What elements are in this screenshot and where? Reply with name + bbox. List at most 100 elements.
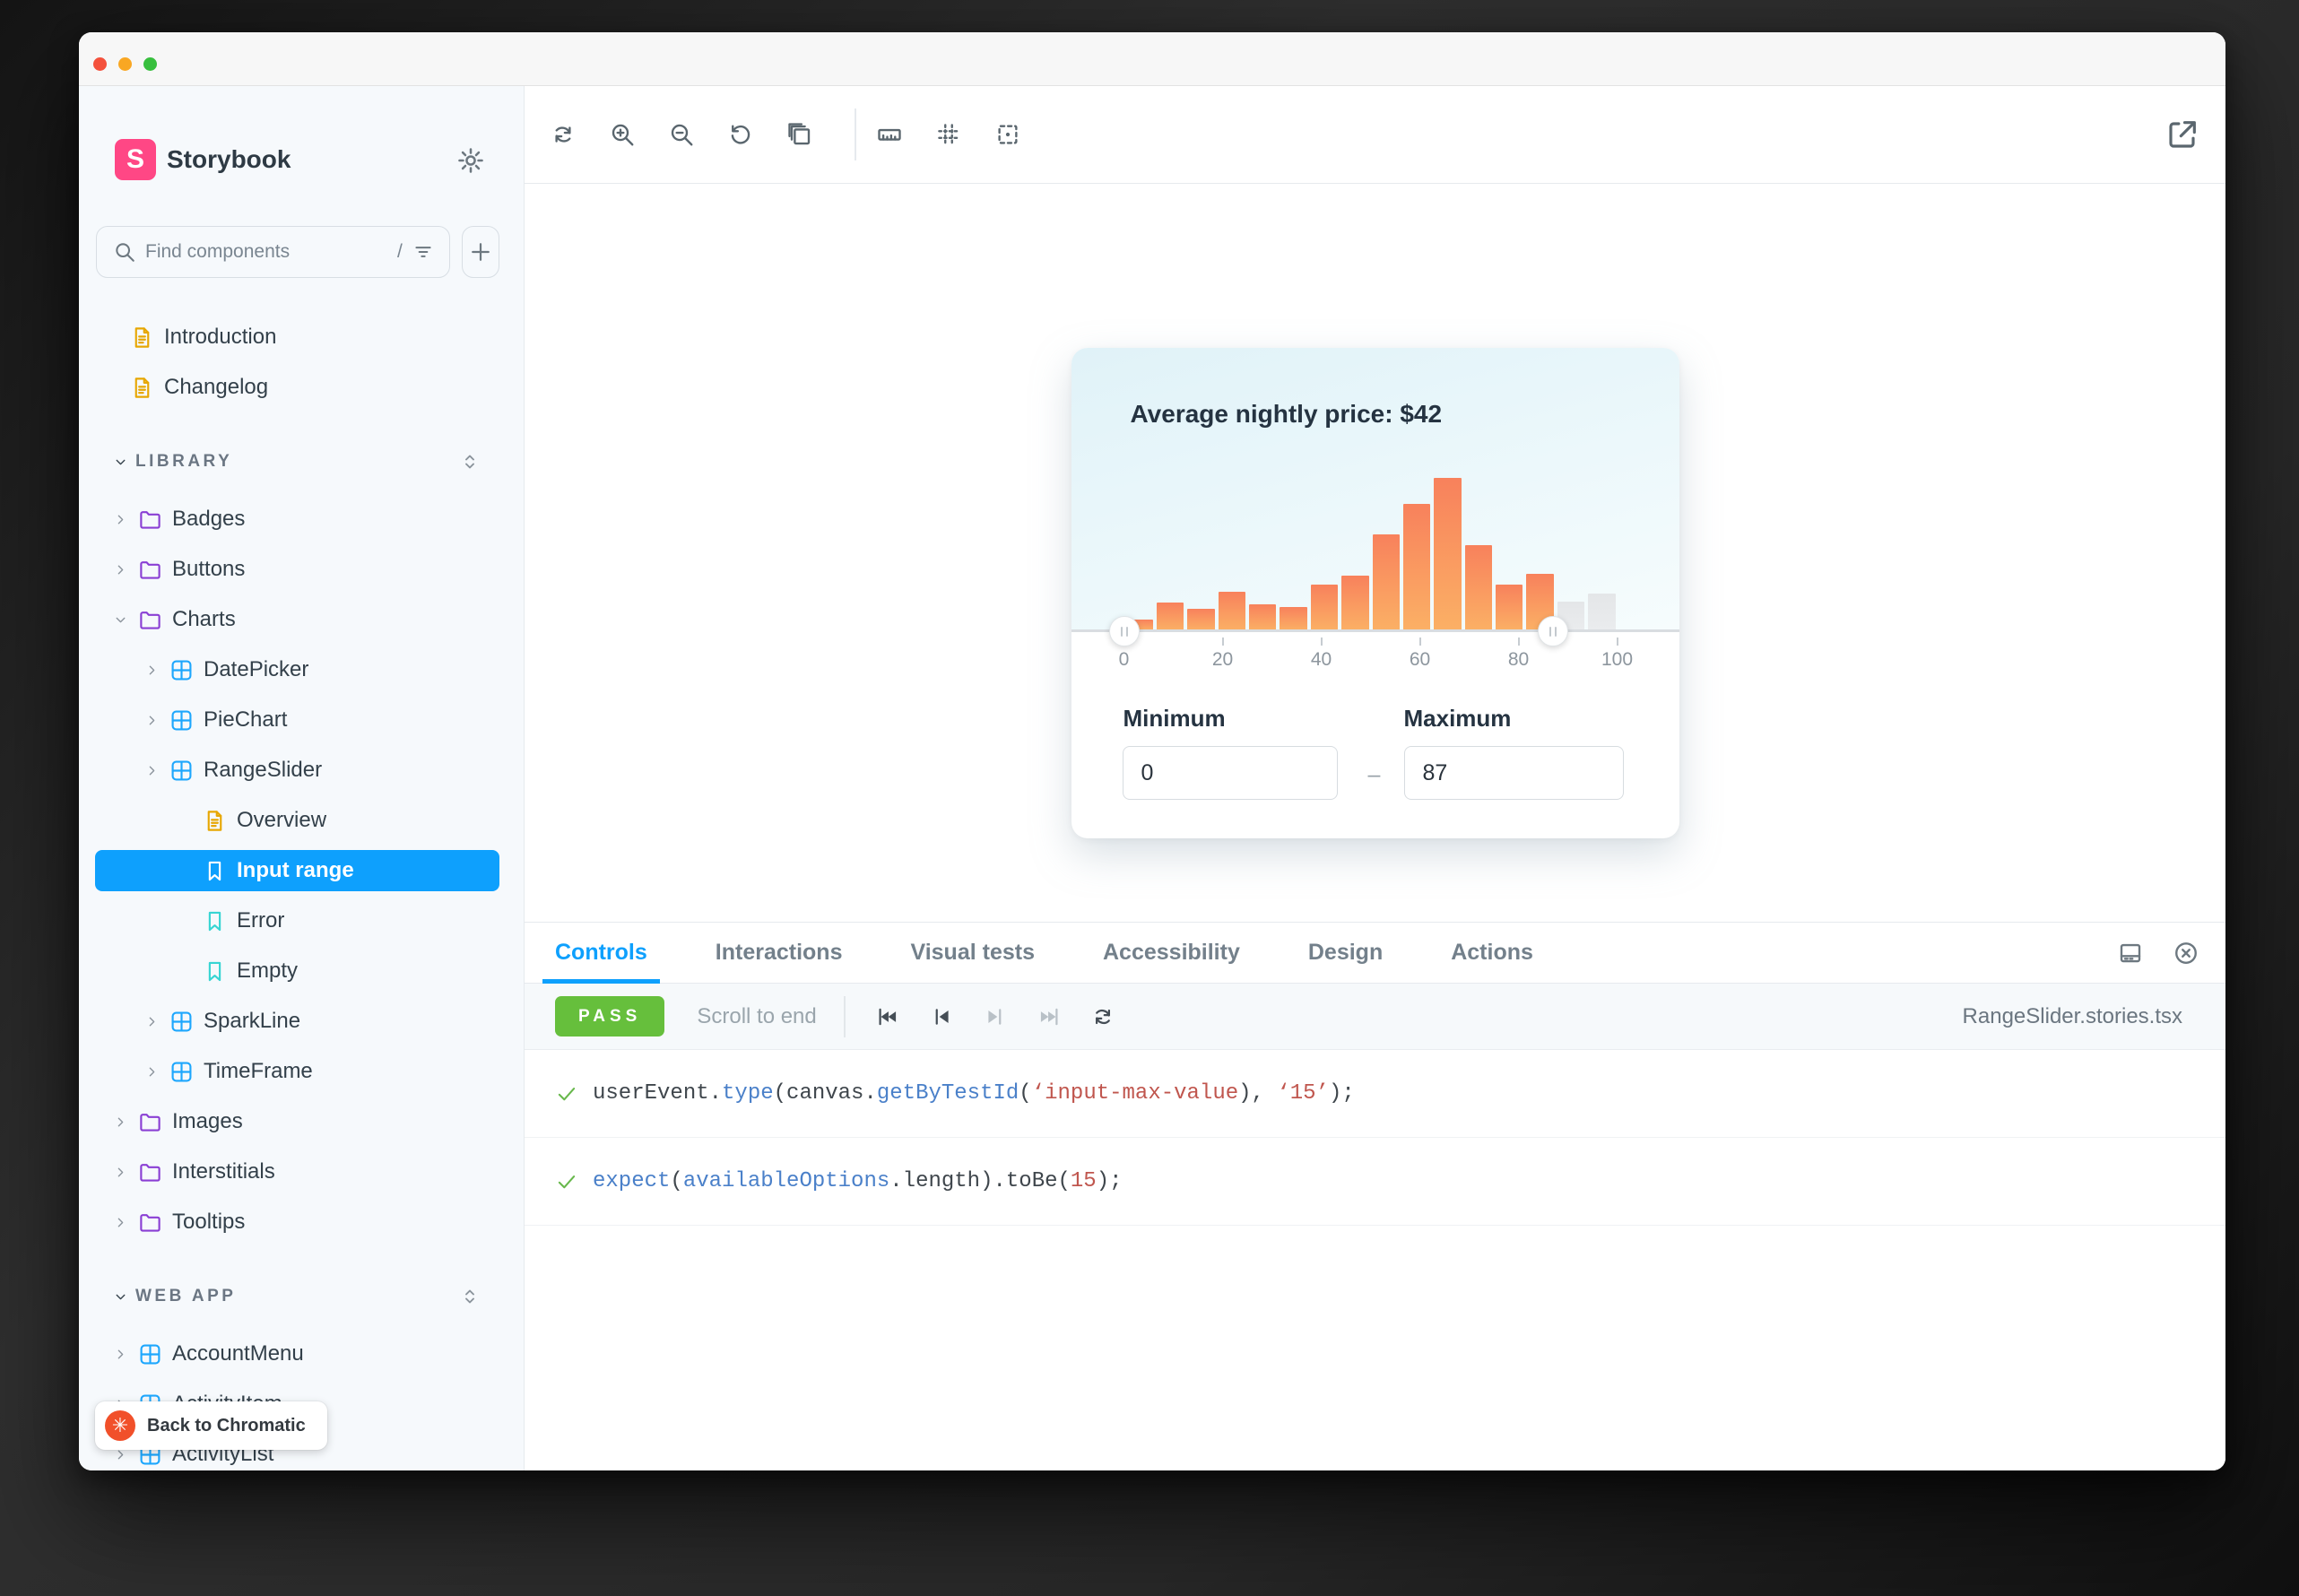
skip-end-icon: [1030, 998, 1068, 1036]
check-icon: [555, 1170, 578, 1193]
close-window-button[interactable]: [93, 57, 107, 71]
search-shortcut-hint: /: [397, 241, 403, 262]
bookmark-icon: [203, 959, 227, 984]
settings-gear-icon[interactable]: [456, 146, 485, 175]
axis-tick: [1418, 638, 1421, 646]
sidebar-item-input-range[interactable]: Input range: [95, 850, 499, 891]
ruler-icon[interactable]: [872, 117, 907, 152]
panel-bottom-icon[interactable]: [2114, 937, 2147, 969]
sidebar-item-piechart[interactable]: PieChart: [79, 695, 524, 745]
viewports-icon[interactable]: [782, 117, 818, 152]
sidebar-item-label: Interstitials: [172, 1159, 275, 1184]
interaction-step-row[interactable]: userEvent.type(canvas.getByTestId(‘input…: [525, 1050, 2225, 1138]
histogram-bar: [1496, 585, 1523, 630]
component-icon: [169, 1010, 194, 1034]
add-component-button[interactable]: [461, 226, 499, 278]
tab-interactions[interactable]: Interactions: [715, 940, 843, 965]
open-external-icon[interactable]: [2165, 117, 2200, 152]
component-icon: [169, 759, 194, 783]
zoom-in-icon[interactable]: [604, 117, 640, 152]
step-back-icon[interactable]: [923, 998, 960, 1036]
storybook-logo-icon: S: [115, 139, 156, 180]
tab-design[interactable]: Design: [1307, 940, 1384, 965]
sidebar-item-introduction[interactable]: Introduction: [79, 312, 524, 362]
axis-tick-label: 80: [1507, 649, 1530, 670]
sidebar-item-interstitials[interactable]: Interstitials: [79, 1147, 524, 1197]
sidebar-section-library[interactable]: LIBRARY: [79, 437, 524, 487]
back-to-chromatic-button[interactable]: ✳ Back to Chromatic: [95, 1401, 327, 1450]
sidebar-item-label: Empty: [237, 958, 299, 983]
tab-visual-tests[interactable]: Visual tests: [910, 940, 1035, 965]
search-box[interactable]: /: [96, 226, 450, 278]
close-circle-icon[interactable]: [2170, 937, 2202, 969]
slider-handle-max[interactable]: [1538, 616, 1568, 646]
zoom-window-button[interactable]: [143, 57, 157, 71]
sidebar-item-timeframe[interactable]: TimeFrame: [79, 1046, 524, 1097]
sidebar-item-accountmenu[interactable]: AccountMenu: [79, 1329, 524, 1379]
sidebar-section-web-app[interactable]: WEB APP: [79, 1271, 524, 1322]
sidebar-item-buttons[interactable]: Buttons: [79, 544, 524, 594]
range-slider-card: Average nightly price: $42 0 20 40 60 80…: [1071, 348, 1679, 838]
sidebar-item-label: SparkLine: [204, 1009, 301, 1033]
grid-icon[interactable]: [931, 117, 967, 152]
sidebar-item-rangeslider[interactable]: RangeSlider: [79, 745, 524, 795]
zoom-out-icon[interactable]: [664, 117, 699, 152]
sidebar-item-label: Buttons: [172, 557, 246, 581]
measure-icon[interactable]: [990, 117, 1026, 152]
chevron-right-icon: [113, 512, 128, 527]
expand-collapse-icon[interactable]: [459, 1286, 481, 1307]
minimum-input[interactable]: [1122, 746, 1338, 800]
slider-track: [1071, 629, 1679, 632]
chevron-right-icon: [113, 562, 128, 577]
axis-tick-label: 60: [1409, 649, 1431, 670]
sidebar-item-label: Input range: [237, 858, 354, 882]
zoom-reset-icon[interactable]: [723, 117, 759, 152]
scroll-to-end-button[interactable]: Scroll to end: [697, 1003, 817, 1028]
sidebar-item-error[interactable]: Error: [79, 896, 524, 946]
sidebar-item-label: RangeSlider: [204, 758, 323, 782]
sidebar-item-overview[interactable]: Overview: [79, 795, 524, 846]
chevron-right-icon: [144, 763, 160, 778]
sidebar-item-changelog[interactable]: Changelog: [79, 362, 524, 412]
step-forward-icon: [976, 998, 1014, 1036]
tab-actions[interactable]: Actions: [1451, 940, 1533, 965]
brand: S Storybook: [115, 139, 291, 180]
chevron-down-icon: [113, 612, 128, 628]
expand-collapse-icon[interactable]: [459, 451, 481, 473]
histogram-bar: [1402, 504, 1431, 630]
chevron-right-icon: [144, 663, 160, 678]
section-label: WEB APP: [135, 1287, 237, 1305]
search-input[interactable]: [145, 241, 388, 263]
back-to-chromatic-label: Back to Chromatic: [147, 1415, 306, 1436]
tab-accessibility[interactable]: Accessibility: [1103, 940, 1240, 965]
sidebar-item-images[interactable]: Images: [79, 1097, 524, 1147]
rerun-icon[interactable]: [1084, 998, 1122, 1036]
histogram-bar: [1464, 545, 1492, 630]
sidebar-item-label: AccountMenu: [172, 1341, 304, 1366]
window-titlebar: [79, 32, 2225, 86]
sidebar-item-empty[interactable]: Empty: [79, 946, 524, 996]
maximum-input[interactable]: [1403, 746, 1624, 800]
sidebar-item-label: Changelog: [164, 375, 269, 399]
sidebar-item-datepicker[interactable]: DatePicker: [79, 645, 524, 695]
minimize-window-button[interactable]: [118, 57, 132, 71]
histogram-bar: [1218, 592, 1245, 630]
folder-icon: [138, 1110, 162, 1134]
axis-tick: [1221, 638, 1224, 646]
histogram-bar: [1280, 607, 1307, 630]
sidebar-item-badges[interactable]: Badges: [79, 494, 524, 544]
interaction-step-row[interactable]: expect(availableOptions.length).toBe(15)…: [525, 1138, 2225, 1226]
slider-handle-min[interactable]: [1108, 616, 1140, 646]
histogram-bar: [1310, 585, 1339, 630]
sidebar-item-charts[interactable]: Charts: [79, 594, 524, 645]
sidebar-item-label: Images: [172, 1109, 243, 1133]
sidebar-item-tooltips[interactable]: Tooltips: [79, 1197, 524, 1247]
tab-controls[interactable]: Controls: [542, 923, 660, 984]
skip-start-icon[interactable]: [869, 998, 907, 1036]
histogram-bar: [1434, 478, 1462, 630]
story-canvas: Average nightly price: $42 0 20 40 60 80…: [525, 185, 2225, 922]
histogram-bar: [1249, 604, 1277, 630]
sync-icon[interactable]: [545, 117, 581, 152]
sidebar-item-sparkline[interactable]: SparkLine: [79, 996, 524, 1046]
filter-icon[interactable]: [412, 240, 435, 264]
